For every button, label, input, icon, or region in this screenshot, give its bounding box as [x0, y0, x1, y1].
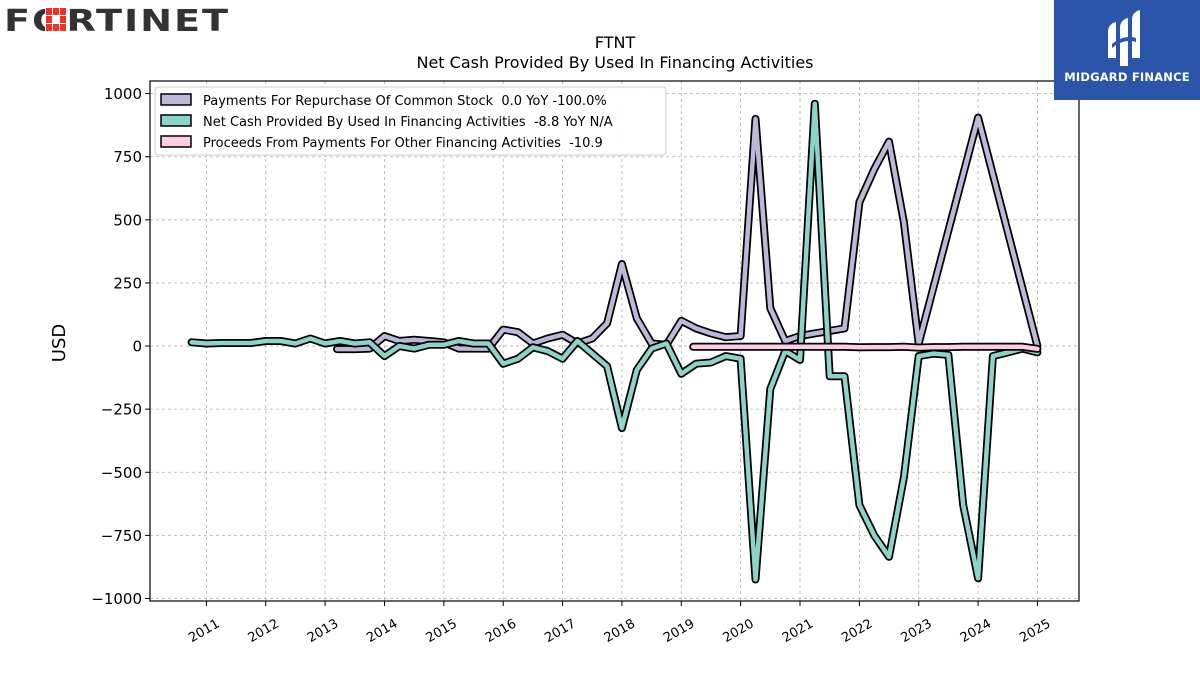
y-tick-label: 750	[113, 148, 142, 166]
chart-title: FTNT	[595, 33, 636, 52]
midgard-finance-logo: MIDGARD FINANCE	[1054, 0, 1200, 100]
y-tick-label: −250	[101, 401, 142, 419]
series-other	[689, 342, 1042, 353]
x-tick-label: 2017	[542, 616, 578, 646]
series-net-cash	[187, 99, 1042, 584]
y-axis-label: USD	[49, 324, 70, 362]
x-tick-label: 2024	[958, 616, 994, 646]
series-net-cash-line	[189, 101, 1040, 582]
legend-swatch-repurchase	[160, 93, 192, 106]
y-tick-label: 250	[113, 274, 142, 292]
midgard-finance-text: MIDGARD FINANCE	[1064, 70, 1190, 84]
series-lines	[187, 99, 1042, 584]
y-tick-label: −750	[101, 527, 142, 545]
y-tick-label: −1000	[91, 590, 142, 608]
x-tick-label: 2025	[1017, 616, 1053, 646]
y-tick-label: 500	[113, 211, 142, 229]
plot-frame	[149, 80, 1080, 602]
legend-label-net-cash: Net Cash Provided By Used In Financing A…	[203, 115, 613, 130]
fortinet-o-grid-icon	[45, 7, 67, 33]
midgard-emblem-icon	[1108, 10, 1140, 66]
y-tick-label: 0	[132, 338, 142, 356]
fortinet-logo-text: FORTINET	[4, 4, 230, 34]
grid	[150, 81, 1079, 601]
x-tick-label: 2023	[899, 616, 935, 646]
x-tick-label: 2011	[186, 616, 222, 646]
chart-subtitle: Net Cash Provided By Used In Financing A…	[416, 53, 813, 72]
legend-label-repurchase: Payments For Repurchase Of Common Stock …	[203, 94, 607, 109]
legend-label-other: Proceeds From Payments For Other Financi…	[203, 136, 603, 151]
legend: Payments For Repurchase Of Common Stock …	[154, 86, 667, 156]
series-other-line	[690, 344, 1040, 352]
fortinet-wordmark-icon: FORTINET	[4, 4, 230, 39]
y-tick-label: −500	[101, 464, 142, 482]
y-tick-label: 1000	[104, 85, 142, 103]
axis-ticks: 1000 750 500 250 0 −250 −500 −750 −1000 2011 2012 2…	[91, 85, 1053, 646]
x-tick-label: 2019	[661, 616, 697, 646]
x-tick-label: 2022	[839, 616, 875, 646]
legend-box	[154, 86, 667, 156]
x-tick-label: 2015	[424, 616, 460, 646]
x-tick-label: 2016	[483, 616, 519, 646]
x-tick-label: 2018	[602, 616, 638, 646]
legend-swatch-net-cash	[160, 114, 192, 127]
fortinet-logo: FORTINET	[4, 4, 244, 39]
x-tick-label: 2012	[246, 616, 282, 646]
x-tick-label: 2021	[780, 616, 816, 646]
legend-swatch-other	[160, 135, 192, 148]
x-tick-label: 2013	[305, 616, 341, 646]
x-tick-label: 2020	[720, 616, 756, 646]
x-tick-label: 2014	[364, 616, 400, 646]
